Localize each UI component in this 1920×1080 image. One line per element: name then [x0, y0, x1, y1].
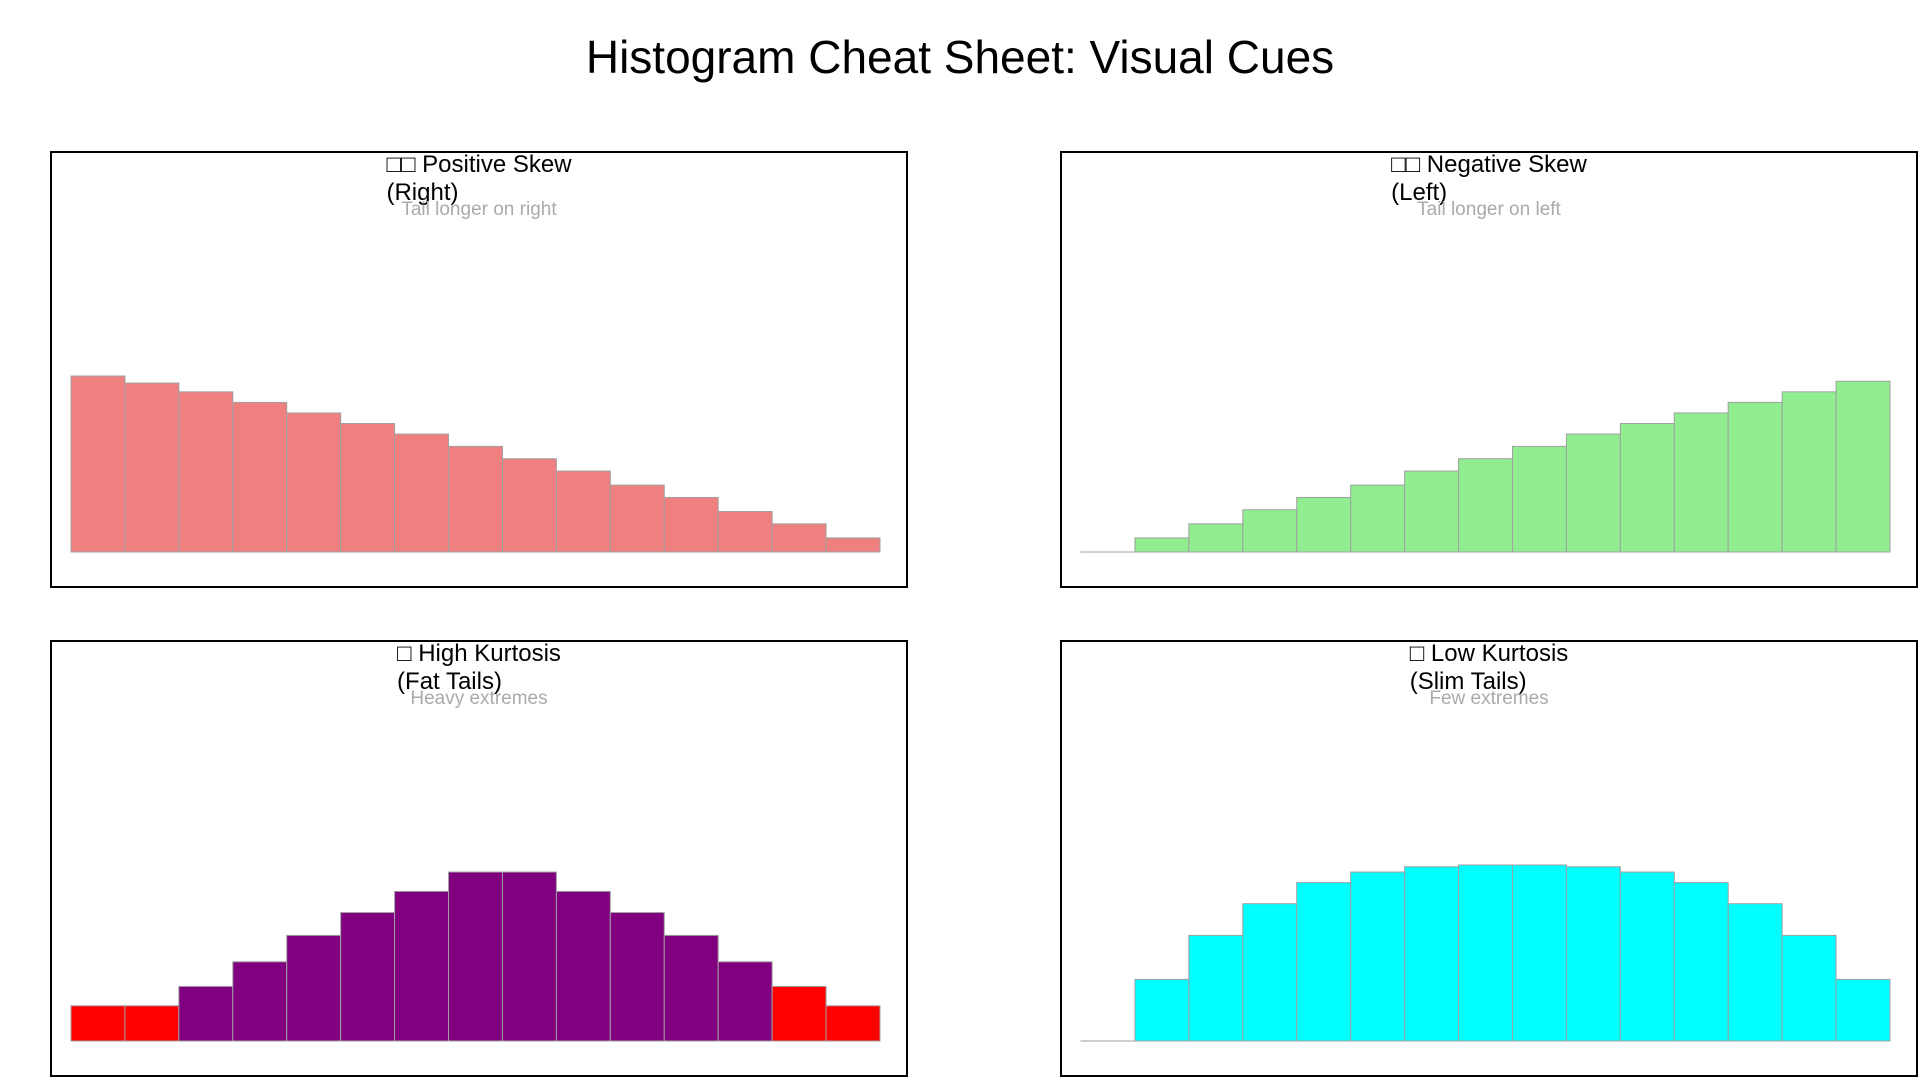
histogram-bar — [1781, 391, 1837, 553]
histogram-bar — [771, 985, 827, 1042]
histogram-bar — [1781, 934, 1837, 1042]
histogram-bar — [825, 537, 881, 553]
histogram-bar — [663, 496, 719, 553]
histogram-bar — [1296, 882, 1352, 1042]
histogram-bar — [1134, 537, 1190, 553]
histogram-bar — [717, 511, 773, 553]
histogram-positive-skew — [70, 375, 881, 553]
histogram-bar — [501, 871, 557, 1042]
histogram-bar — [1188, 523, 1244, 553]
panel-subtitle: Tail longer on left — [1417, 199, 1561, 220]
histogram-bar — [1134, 978, 1190, 1042]
histogram-bar — [663, 934, 719, 1042]
histogram-bar — [70, 375, 126, 553]
panel-subtitle: Tail longer on right — [401, 199, 557, 220]
histogram-bar — [501, 458, 557, 553]
histogram-bar — [178, 391, 234, 553]
histogram-bar — [555, 470, 611, 553]
histogram-bar — [555, 890, 611, 1042]
histogram-bar — [1619, 871, 1675, 1042]
histogram-bar — [1673, 412, 1729, 553]
histogram-bar — [1296, 496, 1352, 553]
panel-title: □ High Kurtosis (Fat Tails) — [397, 640, 561, 695]
histogram-bar — [1835, 978, 1891, 1042]
panel-subtitle: Heavy extremes — [410, 688, 548, 709]
panel-title: □□ Positive Skew (Right) — [386, 151, 572, 206]
histogram-bar — [1350, 871, 1406, 1042]
histogram-bar — [286, 934, 342, 1042]
panel-title: □□ Negative Skew (Left) — [1391, 151, 1587, 206]
histogram-negative-skew — [1080, 380, 1891, 553]
histogram-bar — [70, 1005, 126, 1042]
histogram-bar — [1511, 864, 1567, 1042]
histogram-bar — [1565, 866, 1621, 1042]
histogram-high-kurtosis — [70, 871, 881, 1042]
panel-high-kurtosis: □ High Kurtosis (Fat Tails) Heavy extrem… — [50, 640, 908, 1077]
histogram-bar — [340, 912, 396, 1042]
panel-low-kurtosis: □ Low Kurtosis (Slim Tails) Few extremes — [1060, 640, 1918, 1077]
histogram-bar — [394, 433, 450, 553]
histogram-bar — [1188, 934, 1244, 1042]
histogram-bar — [1565, 433, 1621, 553]
histogram-bar — [232, 401, 288, 553]
histogram-bar — [286, 412, 342, 553]
histogram-bar — [771, 523, 827, 553]
histogram-bar — [609, 484, 665, 553]
histogram-bar — [448, 871, 503, 1042]
panel-negative-skew: □□ Negative Skew (Left) Tail longer on l… — [1060, 151, 1918, 588]
histogram-bar — [124, 1005, 180, 1042]
histogram-bar — [1404, 866, 1460, 1042]
histogram-bar — [1727, 903, 1783, 1042]
histogram-bar — [1458, 458, 1513, 553]
histogram-bar — [1242, 509, 1298, 553]
panel-subtitle: Few extremes — [1429, 688, 1549, 709]
histogram-bar — [1458, 864, 1513, 1042]
histogram-bar — [340, 423, 396, 553]
histogram-bar — [1350, 484, 1406, 553]
histogram-bar — [124, 382, 180, 553]
histogram-bar — [717, 961, 773, 1042]
histogram-bar — [1404, 470, 1460, 553]
panel-positive-skew: □□ Positive Skew (Right) Tail longer on … — [50, 151, 908, 588]
histogram-bar — [1673, 882, 1729, 1042]
histogram-bar — [1727, 401, 1783, 553]
histogram-bar — [609, 912, 665, 1042]
histogram-bar — [1619, 423, 1675, 553]
figure-title: Histogram Cheat Sheet: Visual Cues — [585, 31, 1335, 83]
histogram-bar — [1511, 445, 1567, 553]
histogram-bar — [178, 985, 234, 1042]
panel-title: □ Low Kurtosis (Slim Tails) — [1409, 640, 1569, 695]
histogram-bar — [1835, 380, 1891, 553]
histogram-bar — [232, 961, 288, 1042]
histogram-low-kurtosis — [1080, 864, 1891, 1042]
histogram-bar — [394, 890, 450, 1042]
histogram-bar — [825, 1005, 881, 1042]
histogram-bar — [448, 445, 503, 553]
histogram-bar — [1242, 903, 1298, 1042]
